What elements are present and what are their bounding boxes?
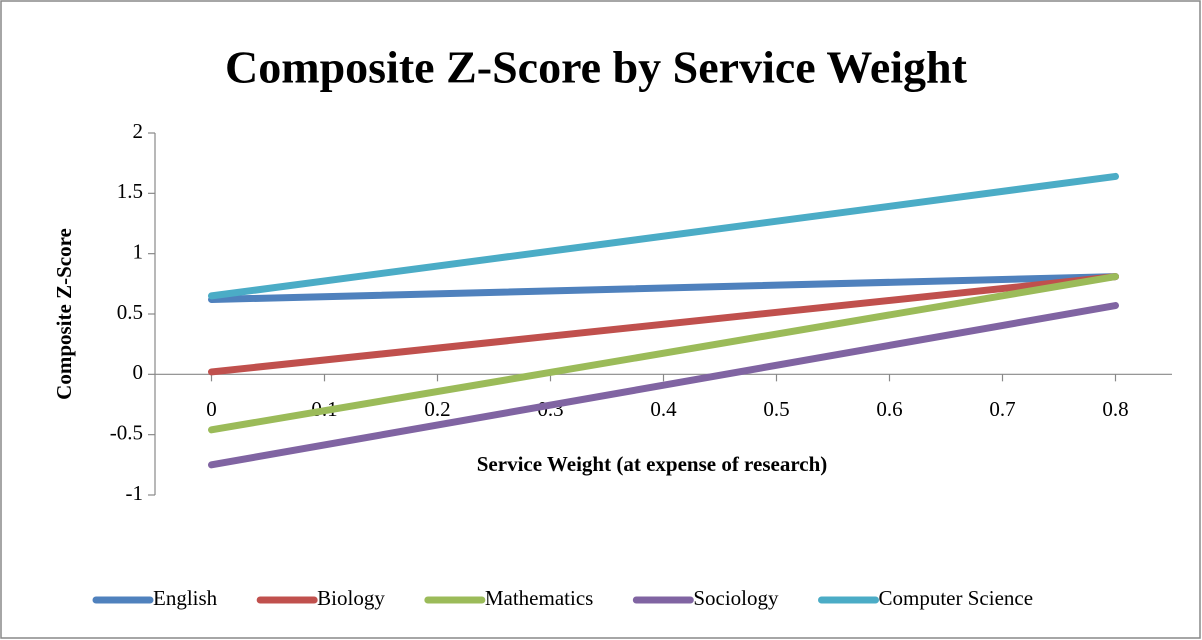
y-tick-label: 1 <box>133 239 144 263</box>
legend-label: Computer Science <box>879 586 1034 610</box>
legend-label: Sociology <box>693 586 779 610</box>
y-tick-label: 0.5 <box>117 300 143 324</box>
y-tick-label: 0 <box>133 360 144 384</box>
x-tick-label: 0 <box>206 397 217 421</box>
y-tick-label: -1 <box>126 481 144 505</box>
legend-label: English <box>153 586 218 610</box>
x-tick-label: 0.2 <box>424 397 450 421</box>
x-tick-label: 0.5 <box>763 397 789 421</box>
x-tick-label: 0.7 <box>989 397 1015 421</box>
series-line <box>208 273 1119 304</box>
x-tick-label: 0.4 <box>650 397 677 421</box>
y-axis-label: Composite Z-Score <box>52 228 76 400</box>
series-line <box>208 302 1119 469</box>
legend-label: Mathematics <box>485 586 593 610</box>
series-line <box>208 172 1119 300</box>
y-tick-label: 2 <box>133 119 144 143</box>
series-line <box>208 273 1119 376</box>
y-tick-label: -0.5 <box>110 420 143 444</box>
x-tick-label: 0.8 <box>1102 397 1128 421</box>
legend-label: Biology <box>317 586 385 610</box>
y-tick-label: 1.5 <box>117 179 143 203</box>
series-line <box>208 273 1119 434</box>
x-axis-label: Service Weight (at expense of research) <box>477 452 828 476</box>
chart-title: Composite Z-Score by Service Weight <box>225 42 968 93</box>
x-tick-label: 0.6 <box>876 397 902 421</box>
